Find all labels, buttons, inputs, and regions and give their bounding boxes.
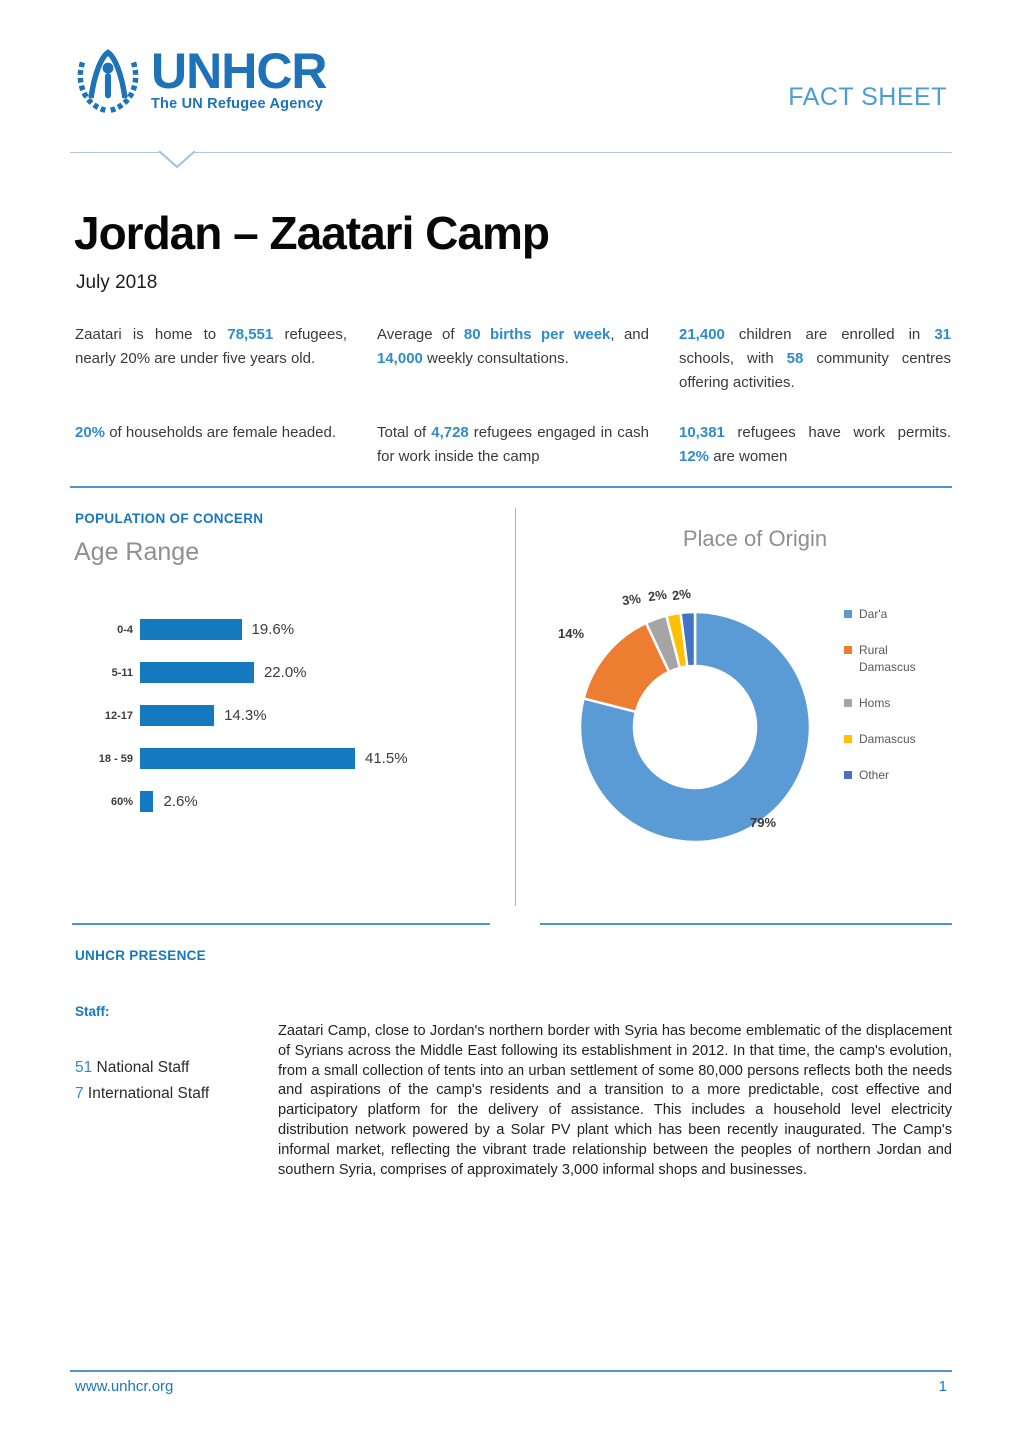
key-figures: Zaatari is home to 78,551 refugees, near… xyxy=(75,323,951,469)
bar-category-label: 5-11 xyxy=(111,666,133,679)
legend-swatch xyxy=(844,735,852,743)
donut-callout: 2% xyxy=(647,586,668,605)
bar-row: 5-11 22.0% xyxy=(75,662,505,683)
legend-label: Other xyxy=(859,768,890,782)
legend-swatch xyxy=(844,610,852,618)
place-of-origin-donut-chart xyxy=(577,609,813,845)
key-figure: 20% of households are female headed. xyxy=(75,424,337,441)
staff-count: 51 xyxy=(75,1059,93,1076)
donut-slice xyxy=(679,610,697,668)
vertical-divider xyxy=(515,508,516,906)
key-figure: 21,400 children are enrolled in 31 schoo… xyxy=(679,326,951,391)
bar-row: 0-4 19.6% xyxy=(75,619,505,640)
donut-callout: 14% xyxy=(558,626,585,641)
legend-item: Other xyxy=(844,767,925,784)
key-figure: Total of 4,728 refugees engaged in cash … xyxy=(377,424,649,465)
legend-swatch xyxy=(844,771,852,779)
staff-label: National Staff xyxy=(92,1059,190,1076)
staff-line: 51 National Staff xyxy=(75,1055,209,1081)
staff-count: 7 xyxy=(75,1085,84,1102)
donut-callout: 3% xyxy=(621,590,642,609)
footer-url-link[interactable]: www.unhcr.org xyxy=(75,1378,174,1395)
key-figure: Average of 80 births per week, and 14,00… xyxy=(377,326,649,367)
bar-category-label: 60% xyxy=(110,795,133,808)
bar-row: 12-17 14.3% xyxy=(75,705,505,726)
legend-swatch xyxy=(844,699,852,707)
staff-list: 51 National Staff 7 International Staff xyxy=(75,1055,209,1107)
donut-callout: 2% xyxy=(671,585,692,604)
legend-swatch xyxy=(844,646,852,654)
fact-sheet-label: FACT SHEET xyxy=(788,83,947,111)
chevron-down-icon xyxy=(158,151,196,169)
staff-label: International Staff xyxy=(83,1085,210,1102)
unhcr-presence-heading: UNHCR PRESENCE xyxy=(75,948,206,963)
staff-heading: Staff: xyxy=(75,1004,110,1019)
bar xyxy=(140,748,355,769)
legend-label: Damascus xyxy=(859,732,916,746)
donut-legend: Dar'a Rural Damascus Homs Damascus Other xyxy=(844,606,925,784)
section-divider xyxy=(70,486,952,488)
key-figure: Zaatari is home to 78,551 refugees, near… xyxy=(75,326,347,367)
page-subtitle: July 2018 xyxy=(76,272,158,293)
page-number: 1 xyxy=(938,1378,947,1395)
bar-category-label: 18 - 59 xyxy=(98,752,133,765)
bar-value-label: 19.6% xyxy=(251,621,295,638)
legend-item: Homs xyxy=(844,695,925,712)
donut-chart-svg xyxy=(578,610,812,844)
place-of-origin-chart-title: Place of Origin xyxy=(682,526,828,551)
bar-category-label: 0-4 xyxy=(117,623,133,636)
bar xyxy=(140,619,242,640)
section-divider xyxy=(540,923,952,925)
population-of-concern-heading: POPULATION OF CONCERN xyxy=(75,511,264,526)
donut-callout: 79% xyxy=(750,815,777,830)
legend-label: Rural Damascus xyxy=(859,643,916,674)
age-range-bar-chart: 0-4 19.6% 5-11 22.0% 12-17 14.3% 18 - 59 41.5% 6… xyxy=(75,619,505,834)
bar xyxy=(140,662,254,683)
logo-tagline: The UN Refugee Agency xyxy=(151,96,324,112)
legend-label: Dar'a xyxy=(859,607,888,621)
bar-value-label: 2.6% xyxy=(163,793,198,810)
footer-divider xyxy=(70,1370,952,1372)
bar-value-label: 22.0% xyxy=(263,664,307,681)
bar-category-label: 12-17 xyxy=(104,709,133,722)
staff-line: 7 International Staff xyxy=(75,1081,209,1107)
page-title: Jordan – Zaatari Camp xyxy=(74,207,550,259)
legend-item: Dar'a xyxy=(844,606,925,623)
bar xyxy=(140,791,154,812)
unhcr-logo: UNHCR The UN Refugee Agency xyxy=(73,43,328,113)
key-figure: 10,381 refugees have work permits. 12% a… xyxy=(679,424,951,465)
age-range-chart-title: Age Range xyxy=(74,538,200,566)
bar-row: 60% 2.6% xyxy=(75,791,505,812)
header-divider xyxy=(70,151,952,169)
unhcr-emblem-icon xyxy=(77,49,139,113)
logo-wordmark: UNHCR xyxy=(151,43,328,99)
section-divider xyxy=(72,923,490,925)
about-paragraph: Zaatari Camp, close to Jordan's northern… xyxy=(278,1023,952,1178)
bar-row: 18 - 59 41.5% xyxy=(75,748,505,769)
legend-label: Homs xyxy=(859,696,891,710)
legend-item: Rural Damascus xyxy=(844,642,925,676)
donut-slice xyxy=(578,610,812,844)
bar-value-label: 14.3% xyxy=(224,707,267,724)
bar-value-label: 41.5% xyxy=(365,750,408,767)
bar xyxy=(140,705,215,726)
legend-item: Damascus xyxy=(844,731,925,748)
